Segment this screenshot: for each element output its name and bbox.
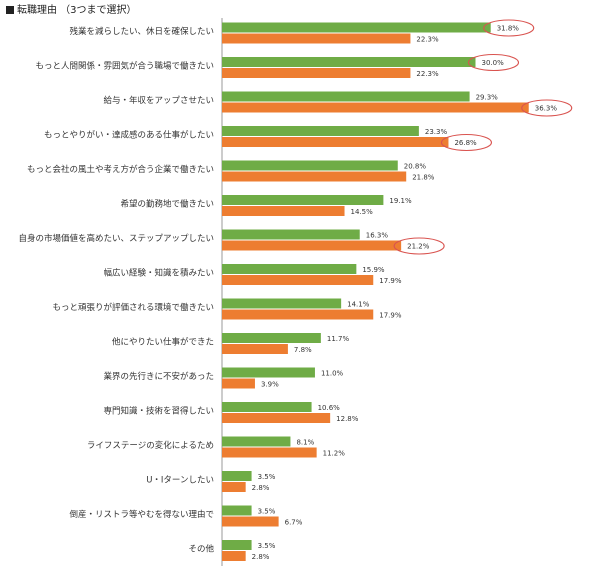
bar-series-1 — [222, 471, 252, 481]
data-label-series-2: 21.2% — [407, 243, 430, 251]
bar-series-1 — [222, 505, 252, 516]
data-label-series-2: 6.7% — [285, 519, 303, 527]
category-label: もっと頑張りが評価される環境で働きたい — [52, 302, 214, 313]
data-label-series-2: 22.3% — [416, 70, 439, 78]
bar-series-2 — [222, 309, 374, 320]
bar-series-2 — [222, 275, 374, 285]
bar-series-1 — [222, 298, 342, 309]
bar-series-1 — [222, 229, 360, 240]
data-label-series-2: 17.9% — [379, 277, 402, 285]
category-label: もっとやりがい・達成感のある仕事がしたい — [44, 130, 214, 141]
data-label-series-1: 3.5% — [258, 508, 276, 516]
highlight-ellipse — [521, 99, 573, 117]
data-label-series-2: 11.2% — [323, 450, 346, 458]
data-label-series-2: 26.8% — [454, 139, 477, 147]
bar-series-1 — [222, 402, 312, 412]
category-label: 幅広い経験・知識を積みたい — [103, 268, 214, 279]
data-label-series-2: 36.3% — [535, 105, 558, 113]
data-label-series-1: 11.7% — [327, 335, 350, 343]
data-label-series-1: 23.3% — [425, 128, 448, 136]
bar-series-2 — [222, 413, 331, 423]
bar-series-2 — [222, 33, 411, 44]
data-label-series-1: 3.5% — [258, 542, 276, 550]
data-label-series-1: 31.8% — [497, 25, 520, 33]
chart-title: 転職理由 （3つまで選択） — [17, 5, 137, 16]
data-label-series-2: 17.9% — [379, 312, 402, 320]
data-label-series-1: 11.0% — [321, 370, 344, 378]
category-label: もっと人間関係・雰囲気が合う職場で働きたい — [35, 61, 214, 72]
bar-series-1 — [222, 160, 398, 171]
data-label-series-1: 10.6% — [318, 404, 341, 412]
bar-series-2 — [222, 102, 529, 113]
bar-series-2 — [222, 171, 407, 182]
bar-series-1 — [222, 333, 321, 343]
category-label: 給与・年収をアップさせたい — [103, 95, 214, 106]
bar-series-1 — [222, 91, 470, 102]
bar-series-2 — [222, 516, 279, 527]
category-label: 自身の市場価値を高めたい、ステップアップしたい — [18, 233, 214, 244]
data-label-series-2: 2.8% — [252, 484, 270, 492]
category-label: 専門知識・技術を習得したい — [103, 406, 214, 417]
category-label: 残業を減らしたい、休日を確保したい — [69, 26, 214, 37]
category-label: その他 — [188, 544, 214, 555]
data-label-series-1: 14.1% — [347, 301, 370, 309]
bar-series-1 — [222, 540, 252, 550]
chart-title-row: 転職理由 （3つまで選択） — [6, 1, 137, 16]
category-label: 他にやりたい仕事ができた — [112, 337, 214, 348]
bar-series-2 — [222, 447, 317, 458]
highlight-ellipse — [440, 133, 493, 152]
data-label-series-2: 12.8% — [336, 415, 359, 423]
bar-series-2 — [222, 240, 402, 251]
bar-series-1 — [222, 264, 357, 274]
bar-series-1 — [222, 436, 291, 447]
bar-series-1 — [222, 22, 491, 33]
data-label-series-2: 2.8% — [252, 553, 270, 561]
category-label: ライフステージの変化によるため — [87, 440, 214, 451]
bar-series-2 — [222, 344, 288, 354]
data-label-series-1: 8.1% — [296, 439, 314, 447]
data-label-series-1: 3.5% — [258, 473, 276, 481]
category-label: 倒産・リストラ等やむを得ない理由で — [69, 509, 214, 520]
bar-series-1 — [222, 195, 384, 205]
bar-series-2 — [222, 137, 449, 147]
highlight-ellipse — [483, 19, 535, 37]
highlight-ellipse — [393, 237, 445, 255]
bar-series-1 — [222, 57, 476, 67]
data-label-series-2: 14.5% — [351, 208, 374, 216]
data-label-series-2: 21.8% — [412, 174, 435, 182]
category-label: もっと会社の風土や考え方が合う企業で働きたい — [27, 164, 214, 175]
bar-series-2 — [222, 206, 345, 216]
data-label-series-1: 16.3% — [366, 232, 389, 240]
data-label-series-1: 15.9% — [362, 266, 385, 274]
bar-series-2 — [222, 551, 246, 561]
bar-series-1 — [222, 126, 419, 136]
category-label: 希望の勤務地で働きたい — [120, 199, 214, 210]
data-label-series-2: 3.9% — [261, 381, 279, 389]
bar-series-2 — [222, 68, 411, 78]
data-label-series-2: 22.3% — [416, 36, 439, 44]
category-label: 業界の先行きに不安があった — [103, 371, 214, 382]
data-label-series-1: 29.3% — [476, 94, 499, 102]
highlight-ellipse — [467, 53, 520, 72]
data-label-series-1: 20.8% — [404, 163, 427, 171]
bar-series-2 — [222, 482, 246, 492]
data-label-series-1: 30.0% — [482, 59, 505, 67]
data-label-series-1: 19.1% — [389, 197, 412, 205]
bar-series-2 — [222, 378, 255, 389]
bar-series-1 — [222, 367, 315, 378]
data-label-series-2: 7.8% — [294, 346, 312, 354]
category-label: U・Iターンしたい — [146, 476, 214, 486]
title-square-icon — [6, 6, 14, 14]
